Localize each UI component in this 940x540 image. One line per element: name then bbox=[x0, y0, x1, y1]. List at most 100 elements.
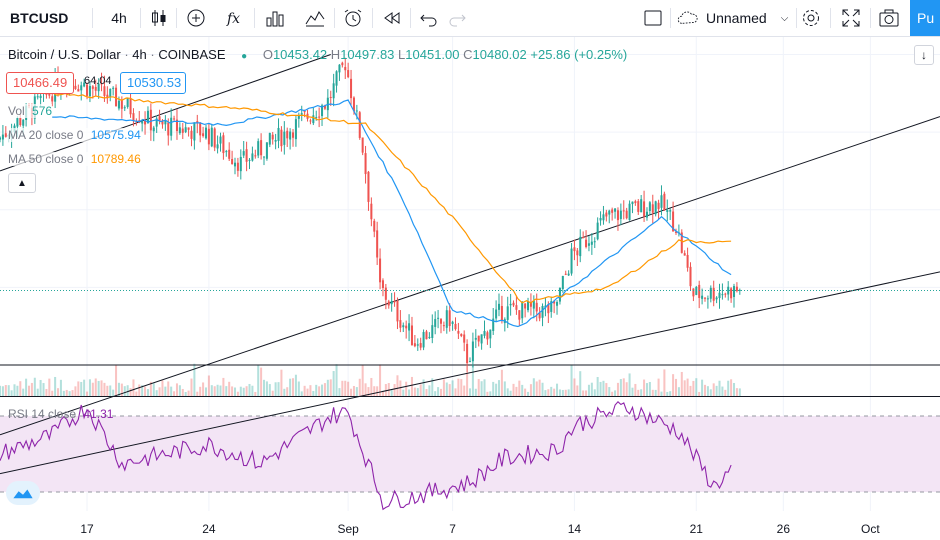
volume-legend[interactable]: Vol 576 bbox=[8, 104, 53, 118]
buy-price-button[interactable]: 10530.53 bbox=[120, 72, 186, 94]
volume-bar bbox=[144, 386, 147, 396]
volume-bar bbox=[535, 381, 538, 396]
volume-bar bbox=[274, 382, 277, 396]
volume-bar bbox=[126, 385, 129, 396]
candle bbox=[161, 120, 164, 125]
candles-icon[interactable] bbox=[146, 0, 172, 36]
volume-bar bbox=[564, 389, 567, 396]
rsi-legend[interactable]: RSI 14 close 41.31 bbox=[8, 407, 113, 421]
trendlines[interactable] bbox=[0, 54, 940, 475]
toolbar-divider bbox=[254, 8, 255, 28]
candle bbox=[323, 105, 326, 109]
tradingview-logo-icon[interactable] bbox=[6, 481, 40, 505]
volume-bar bbox=[556, 383, 559, 396]
volume-bar bbox=[405, 381, 408, 396]
candle bbox=[625, 210, 628, 219]
volume-bar bbox=[645, 383, 648, 396]
candle bbox=[277, 127, 280, 141]
candle bbox=[361, 137, 364, 153]
collapse-legend-button[interactable]: ▲ bbox=[8, 173, 36, 193]
layout-icon[interactable] bbox=[640, 0, 666, 36]
trendline bbox=[0, 116, 940, 436]
candle bbox=[596, 222, 599, 240]
volume-bar bbox=[390, 390, 393, 396]
volume-bar bbox=[202, 382, 205, 396]
candle bbox=[674, 231, 678, 233]
settings-icon[interactable] bbox=[798, 0, 824, 36]
candle bbox=[521, 301, 524, 319]
volume-bar bbox=[631, 387, 634, 396]
candle bbox=[512, 302, 515, 306]
volume-bar bbox=[480, 381, 483, 396]
volume-bar bbox=[13, 384, 16, 396]
volume-bar bbox=[558, 389, 561, 396]
volume-bar bbox=[408, 389, 411, 396]
candle bbox=[260, 140, 263, 156]
redo-icon[interactable] bbox=[444, 0, 470, 36]
candle bbox=[535, 302, 538, 312]
fx-icon[interactable]: fx bbox=[222, 0, 248, 36]
volume-bar bbox=[45, 388, 48, 396]
candle bbox=[573, 247, 576, 252]
candle bbox=[251, 153, 254, 161]
symbol-search[interactable]: BTCUSD bbox=[10, 10, 69, 26]
alarm-icon[interactable] bbox=[340, 0, 366, 36]
scroll-to-realtime-button[interactable]: ↓ bbox=[914, 45, 934, 65]
time-axis[interactable]: 17 24 Sep 7 14 21 26 Oct bbox=[0, 516, 940, 540]
volume-bar bbox=[173, 391, 176, 396]
volume-bar bbox=[541, 382, 544, 396]
volume-bar bbox=[399, 380, 402, 396]
bar-chart-icon[interactable] bbox=[262, 0, 288, 36]
multi-chart-icon[interactable] bbox=[302, 0, 328, 36]
candle bbox=[413, 343, 416, 347]
candle bbox=[219, 136, 222, 144]
candle bbox=[196, 121, 199, 124]
add-indicator-icon[interactable] bbox=[183, 0, 209, 36]
candle bbox=[657, 202, 660, 209]
replay-icon[interactable] bbox=[379, 0, 405, 36]
candle bbox=[558, 288, 561, 302]
candle bbox=[202, 133, 205, 137]
volume-bar bbox=[527, 391, 530, 396]
volume-bar bbox=[622, 378, 625, 396]
spread-value: 64.04 bbox=[84, 75, 112, 87]
interval-button[interactable]: 4h bbox=[111, 10, 127, 26]
undo-icon[interactable] bbox=[416, 0, 442, 36]
volume-bar bbox=[730, 379, 733, 396]
volume-bars bbox=[0, 363, 741, 396]
candle bbox=[585, 239, 588, 248]
candle bbox=[431, 325, 434, 338]
camera-icon[interactable] bbox=[876, 0, 902, 36]
chart-canvas[interactable] bbox=[0, 37, 940, 516]
candle bbox=[86, 84, 89, 96]
volume-bar bbox=[318, 386, 321, 396]
volume-bar bbox=[184, 391, 187, 396]
candle bbox=[181, 128, 184, 133]
volume-bar bbox=[648, 381, 651, 396]
candle bbox=[141, 121, 144, 124]
candle bbox=[271, 134, 274, 140]
fullscreen-icon[interactable] bbox=[838, 0, 864, 36]
ma20-legend[interactable]: MA 20 close 0 10575.94 bbox=[8, 128, 141, 142]
volume-bar bbox=[474, 388, 477, 396]
layout-name-button[interactable]: Unnamed ⌵ bbox=[676, 0, 796, 36]
market-open-icon: ● bbox=[241, 51, 248, 62]
sell-price-button[interactable]: 10466.49 bbox=[6, 72, 74, 94]
volume-bar bbox=[306, 388, 309, 396]
volume-bar bbox=[294, 374, 297, 396]
volume-bar bbox=[120, 383, 123, 396]
candle bbox=[231, 159, 234, 165]
candle bbox=[518, 310, 521, 320]
ma50-legend[interactable]: MA 50 close 0 10789.46 bbox=[8, 152, 141, 166]
candle bbox=[408, 323, 411, 331]
candle bbox=[590, 241, 593, 245]
volume-bar bbox=[561, 389, 564, 396]
publish-button[interactable]: Pu bbox=[910, 0, 940, 36]
volume-bar bbox=[434, 391, 437, 396]
candle bbox=[477, 335, 480, 342]
candle bbox=[686, 254, 689, 268]
candle bbox=[553, 301, 556, 304]
candle bbox=[527, 301, 530, 311]
candle bbox=[152, 127, 155, 132]
candle bbox=[393, 300, 396, 303]
